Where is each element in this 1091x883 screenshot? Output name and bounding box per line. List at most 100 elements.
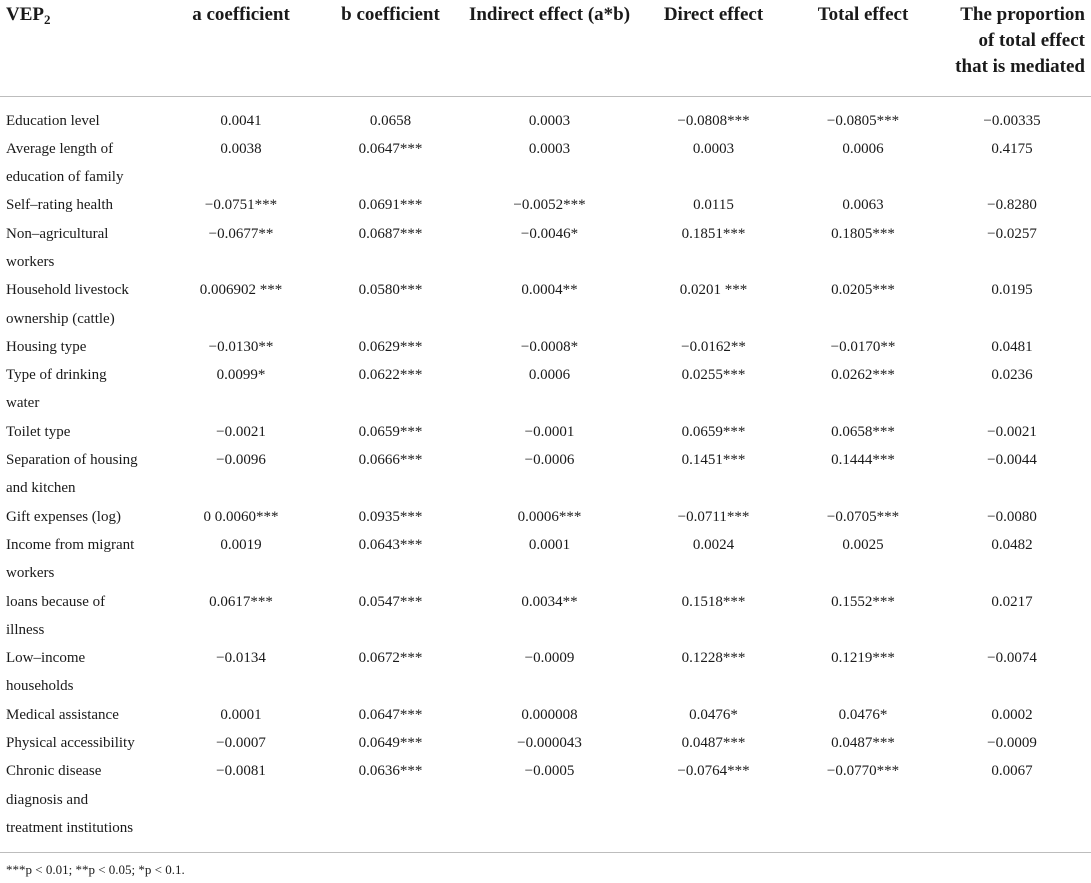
cell-proportion: −0.0257 <box>987 225 1037 242</box>
variable-name-line: diagnosis and <box>6 791 89 808</box>
variable-name-line: education of family <box>6 169 124 186</box>
variable-name-line: Household livestock <box>6 282 129 299</box>
variable-name-line: Toilet type <box>6 423 71 440</box>
cell-indirect: −0.0009 <box>524 650 575 667</box>
variable-name-line: workers <box>6 565 55 582</box>
table-footnote: ***p < 0.01; **p < 0.05; *p < 0.1. <box>6 862 185 877</box>
cell-variable: Self–rating health <box>0 191 166 219</box>
table-row: Physical accessibility −0.0007 0.0649*** −0… <box>0 729 1091 757</box>
variable-name-line: Chronic disease <box>6 763 102 780</box>
variable-name-line: illness <box>6 621 45 638</box>
cell-a: 0.0099* <box>216 367 266 384</box>
cell-indirect: 0.0006*** <box>517 508 582 525</box>
header-direct-effect: Direct effect <box>634 0 793 97</box>
header-total-effect: Total effect <box>793 0 933 97</box>
cell-indirect: 0.0004** <box>521 282 578 299</box>
cell-proportion: 0.0482 <box>991 536 1033 553</box>
cell-indirect: 0.0006 <box>528 367 571 384</box>
cell-a: 0.0041 <box>220 112 262 129</box>
cell-variable: Household livestock ownership (cattle) <box>0 276 166 333</box>
cell-indirect: −0.0046* <box>520 225 579 242</box>
cell-a: −0.0134 <box>216 650 266 667</box>
variable-name-line: households <box>6 678 74 695</box>
table-row: Low–income households −0.0134 0.0672*** −0.0… <box>0 644 1091 701</box>
table-row: Average length of education of family 0.00… <box>0 135 1091 192</box>
cell-direct: 0.0476* <box>689 706 738 723</box>
cell-indirect: −0.0006 <box>524 452 575 469</box>
cell-proportion: 0.0481 <box>991 338 1033 355</box>
variable-name-line: treatment institutions <box>6 819 134 836</box>
table-row: Medical assistance 0.0001 0.0647*** 0.00000… <box>0 701 1091 729</box>
cell-direct: 0.1228*** <box>681 650 746 667</box>
variable-name-line: and kitchen <box>6 480 76 497</box>
cell-proportion: 0.4175 <box>991 140 1033 157</box>
cell-total: 0.1552*** <box>831 593 895 610</box>
cell-variable: Gift expenses (log) <box>0 503 166 531</box>
cell-proportion: 0.0067 <box>933 757 1091 854</box>
cell-proportion: −0.0021 <box>987 423 1037 440</box>
table-row: Income from migrant workers 0.0019 0.0643**… <box>0 531 1091 588</box>
cell-b: 0.0629*** <box>358 338 423 355</box>
cell-proportion: −0.00335 <box>983 112 1041 129</box>
cell-total: −0.0705*** <box>826 508 900 525</box>
cell-total: 0.0025 <box>842 536 884 553</box>
cell-a: −0.0021 <box>216 423 266 440</box>
cell-direct: 0.0487*** <box>681 735 746 752</box>
table-row: Education level 0.0041 0.0658 0.0003 −0.0808… <box>0 107 1091 135</box>
cell-a: −0.0007 <box>216 735 266 752</box>
cell-indirect: 0.0003 <box>528 112 571 129</box>
cell-proportion: −0.8280 <box>987 197 1037 214</box>
cell-b: 0.0622*** <box>358 367 423 384</box>
cell-direct: 0.0659*** <box>681 423 746 440</box>
cell-variable: Toilet type <box>0 418 166 446</box>
table-row: Household livestock ownership (cattle) 0.0… <box>0 276 1091 333</box>
cell-proportion: 0.0236 <box>991 367 1033 384</box>
header-indirect-effect: Indirect effect (a*b) <box>465 0 634 97</box>
cell-direct: 0.1451*** <box>681 452 746 469</box>
cell-proportion: −0.0044 <box>987 452 1037 469</box>
cell-direct: 0.1518*** <box>681 593 746 610</box>
table-row: Self–rating health −0.0751*** 0.0691*** −0.… <box>0 191 1091 219</box>
cell-total: 0.0205*** <box>831 282 895 299</box>
cell-b: 0.0659*** <box>358 423 423 440</box>
variable-name-line: Low–income <box>6 650 86 667</box>
cell-proportion: −0.0080 <box>987 508 1037 525</box>
variable-name-line: Income from migrant <box>6 536 135 553</box>
header-b-coefficient: b coefficient <box>316 0 465 97</box>
variable-name-line: Self–rating health <box>6 197 114 214</box>
cell-total: 0.0476* <box>838 706 888 723</box>
table-row: Type of drinking water 0.0099* 0.0622*** 0.0… <box>0 361 1091 418</box>
cell-direct: −0.0764*** <box>634 757 793 854</box>
cell-variable: Housing type <box>0 333 166 361</box>
cell-indirect: 0.0034** <box>521 593 578 610</box>
variable-name-line: Medical assistance <box>6 706 119 723</box>
variable-name-line: Separation of housing <box>6 452 138 469</box>
cell-direct: −0.0808*** <box>677 112 750 129</box>
cell-a: 0.0038 <box>220 140 262 157</box>
cell-total: 0.0658*** <box>831 423 895 440</box>
header-variable-text: VEP <box>6 4 44 25</box>
cell-b: 0.0687*** <box>358 225 423 242</box>
variable-name-line: ownership (cattle) <box>6 310 115 327</box>
cell-proportion: −0.0074 <box>987 650 1037 667</box>
header-a-coefficient: a coefficient <box>166 0 316 97</box>
cell-total: 0.0487*** <box>831 735 895 752</box>
cell-direct: 0.0115 <box>693 197 734 214</box>
variable-name-line: loans because of <box>6 593 106 610</box>
cell-b: 0.0647*** <box>358 706 423 723</box>
table-row: loans because of illness 0.0617*** 0.0547**… <box>0 588 1091 645</box>
cell-a: 0 0.0060*** <box>203 508 279 525</box>
cell-variable: loans because of illness <box>0 588 166 645</box>
cell-indirect: −0.0052*** <box>513 197 586 214</box>
variable-name-line: Education level <box>6 112 100 129</box>
cell-total: 0.0262*** <box>831 367 895 384</box>
cell-direct: 0.0201 *** <box>679 282 748 299</box>
cell-variable: Chronic disease diagnosis and treatment in… <box>0 757 166 854</box>
cell-proportion: −0.0009 <box>987 735 1037 752</box>
header-variable-subscript: 2 <box>44 12 51 27</box>
table-row: Housing type −0.0130** 0.0629*** −0.0008* −0… <box>0 333 1091 361</box>
variable-name-line: workers <box>6 253 55 270</box>
cell-total: 0.1805*** <box>831 225 895 242</box>
cell-indirect: −0.0008* <box>520 338 579 355</box>
